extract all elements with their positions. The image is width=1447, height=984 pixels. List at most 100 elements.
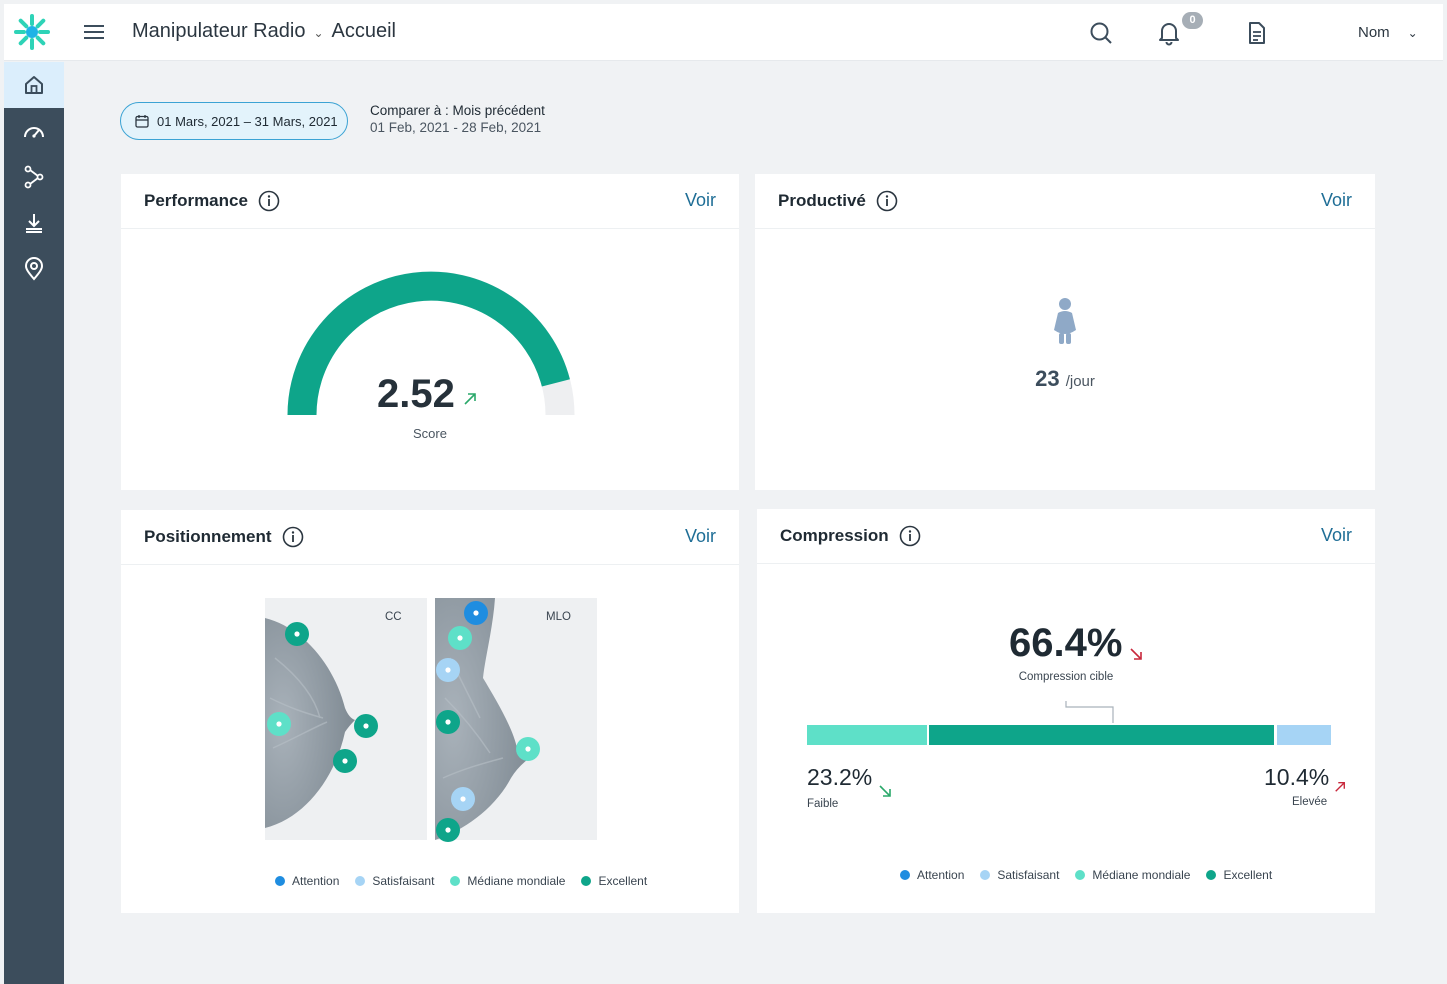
bar-segment-high[interactable] — [1276, 725, 1331, 745]
search-icon[interactable] — [1088, 20, 1114, 46]
brand-logo-icon — [14, 14, 50, 50]
voir-link[interactable]: Voir — [684, 526, 716, 546]
voir-link[interactable]: Voir — [684, 190, 716, 210]
legend-item-satisfaisant: Satisfaisant — [355, 874, 434, 888]
page-title: Accueil — [331, 20, 396, 42]
positionnement-legend: Attention Satisfaisant Médiane mondiale … — [275, 874, 647, 888]
score-value: 2.52 — [377, 372, 455, 416]
legend-dot — [900, 870, 910, 880]
legend-label: Satisfaisant — [997, 868, 1060, 882]
compression-target-value: 66.4% — [1009, 621, 1123, 665]
legend-item-attention: Attention — [275, 874, 339, 888]
legend-dot — [980, 870, 991, 880]
gauge-fill — [287, 271, 570, 416]
trend-down-arrow-icon — [879, 785, 891, 797]
user-menu[interactable]: Nom ⌄ — [1358, 24, 1418, 41]
info-icon[interactable] — [899, 525, 921, 547]
comparison-info: Comparer à : Mois précédent 01 Feb, 2021… — [370, 102, 545, 136]
legend-item-mediane: Médiane mondiale — [1075, 868, 1190, 882]
compression-high-value: 10.4% — [1264, 764, 1330, 790]
legend-item-excellent: Excellent — [1206, 868, 1272, 882]
legend-label: Attention — [917, 868, 965, 882]
card-header: Productivé Voir — [755, 174, 1375, 229]
view-label-cc: CC — [385, 611, 402, 623]
legend-dot — [275, 876, 285, 886]
compare-label: Comparer à : Mois précédent — [370, 103, 545, 118]
legend-item-excellent: Excellent — [581, 874, 647, 888]
card-title: Positionnement — [144, 527, 272, 546]
legend-dot — [1206, 870, 1217, 880]
chevron-down-icon[interactable]: ⌄ — [313, 25, 324, 40]
marker-attention[interactable] — [464, 601, 488, 625]
sidebar-item-performance[interactable] — [4, 108, 64, 154]
sidebar-item-home[interactable] — [4, 62, 64, 108]
legend-dot — [1075, 870, 1086, 880]
marker-excellent[interactable] — [436, 818, 460, 842]
document-icon[interactable] — [1244, 20, 1270, 46]
card-header: Performance Voir — [121, 174, 739, 229]
productivity-value: 23 /jour — [755, 366, 1375, 392]
user-name: Nom — [1358, 24, 1390, 41]
gauge-icon — [24, 127, 44, 138]
info-icon[interactable] — [258, 190, 280, 212]
legend-item-mediane: Médiane mondiale — [450, 874, 565, 888]
sidebar-item-download[interactable] — [4, 200, 64, 246]
legend-label: Médiane mondiale — [1092, 868, 1191, 882]
breadcrumb: Manipulateur Radio ⌄ Accueil — [132, 20, 396, 43]
marker-excellent[interactable] — [285, 622, 309, 646]
compression-low-value: 23.2% — [807, 764, 873, 790]
trend-up-arrow-icon — [464, 393, 476, 405]
card-title: Compression — [780, 526, 889, 545]
compression-high-label: Elevée — [1292, 796, 1328, 808]
legend-label: Médiane mondiale — [467, 874, 566, 888]
bar-segment-low[interactable] — [807, 725, 927, 745]
date-range-label: 01 Mars, 2021 – 31 Mars, 2021 — [157, 113, 338, 129]
voir-link[interactable]: Voir — [1320, 525, 1352, 545]
sidebar-item-location[interactable] — [4, 246, 64, 292]
positioning-markers — [267, 601, 540, 842]
info-icon[interactable] — [282, 526, 304, 548]
patient-icon — [1054, 298, 1076, 344]
positionnement-card: Positionnement Voir CC — [121, 510, 739, 913]
marker-excellent[interactable] — [333, 749, 357, 773]
hamburger-menu-icon[interactable] — [82, 20, 106, 44]
marker-mediane[interactable] — [448, 626, 472, 650]
marker-excellent[interactable] — [436, 710, 460, 734]
productivite-card: Productivé Voir 23 /jour — [755, 174, 1375, 490]
info-icon[interactable] — [876, 190, 898, 212]
home-icon — [25, 76, 43, 94]
legend-dot — [450, 876, 461, 886]
legend-dot — [355, 876, 366, 886]
marker-mediane[interactable] — [267, 712, 291, 736]
compression-target-label: Compression cible — [1018, 671, 1114, 683]
compression-legend: Attention Satisfaisant Médiane mondiale … — [900, 868, 1272, 882]
marker-satisfaisant[interactable] — [451, 787, 475, 811]
compression-card: Compression Voir 66.4% Compression cible… — [757, 509, 1375, 913]
location-pin-icon — [24, 257, 44, 281]
notification-badge: 0 — [1182, 12, 1203, 29]
download-icon — [26, 214, 42, 233]
compare-range: 01 Feb, 2021 - 28 Feb, 2021 — [370, 120, 542, 135]
score-gauge — [287, 271, 575, 416]
card-title: Productivé — [778, 191, 866, 210]
compression-low-label: Faible — [807, 798, 839, 810]
workflow-icon — [24, 165, 44, 189]
legend-label: Excellent — [1223, 868, 1273, 882]
legend-label: Satisfaisant — [372, 874, 435, 888]
top-bar: Manipulateur Radio ⌄ Accueil 0 Nom ⌄ — [4, 4, 1443, 61]
legend-label: Attention — [292, 874, 340, 888]
marker-excellent[interactable] — [354, 714, 378, 738]
bell-icon[interactable] — [1156, 20, 1182, 46]
card-header: Positionnement Voir — [121, 510, 739, 565]
marker-mediane[interactable] — [516, 737, 540, 761]
sidebar-item-workflow[interactable] — [4, 154, 64, 200]
date-range-picker[interactable]: 01 Mars, 2021 – 31 Mars, 2021 — [120, 102, 348, 140]
role-selector[interactable]: Manipulateur Radio — [132, 20, 306, 42]
voir-link[interactable]: Voir — [1320, 190, 1352, 210]
app-frame: Manipulateur Radio ⌄ Accueil 0 Nom ⌄ — [4, 4, 1443, 984]
legend-item-attention: Attention — [900, 868, 964, 882]
bar-segment-target[interactable] — [928, 725, 1275, 745]
target-bracket — [1065, 701, 1114, 723]
sidebar — [4, 62, 64, 984]
marker-satisfaisant[interactable] — [436, 658, 460, 682]
